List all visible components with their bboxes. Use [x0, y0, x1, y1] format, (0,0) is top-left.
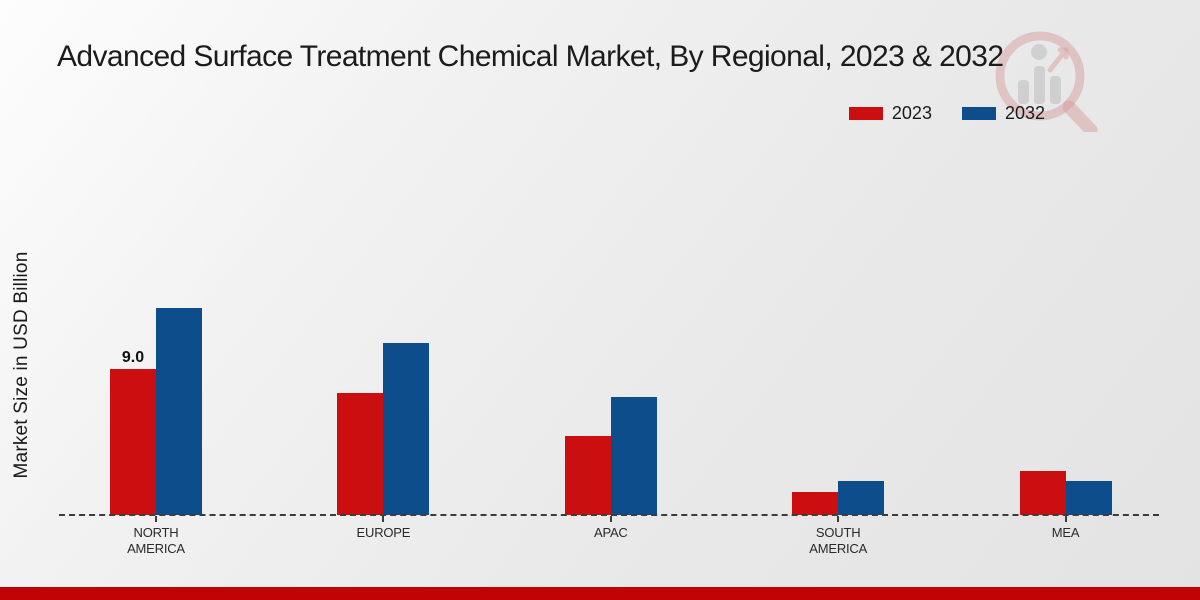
- magnifier-bar-chart-logo-icon: [995, 31, 1098, 132]
- bar-2032-north-america: [156, 308, 202, 515]
- bar-2023-south-america: [792, 492, 839, 515]
- bar-2032-mea: [1065, 481, 1112, 515]
- bar-2023-north-america: [110, 369, 156, 515]
- category-label-europe: EUROPE: [356, 525, 411, 540]
- bar-2032-europe: [383, 343, 430, 515]
- bar-2023-mea: [1019, 471, 1066, 515]
- bar-2023-europe: [337, 393, 384, 515]
- x-axis-tick-north-america: [155, 516, 157, 522]
- data-label-2023-0: 9.0: [121, 349, 145, 367]
- bar-2032-south-america: [838, 481, 885, 515]
- x-axis-baseline: [59, 514, 1159, 516]
- legend-label-2023: 2023: [891, 103, 932, 123]
- legend: 2023 2032: [848, 103, 1045, 124]
- x-axis-tick-europe: [382, 516, 385, 522]
- x-axis-tick-apac: [609, 516, 612, 522]
- x-axis-tick-south-america: [837, 516, 840, 522]
- legend-swatch-2023: [848, 107, 883, 120]
- footer-accent-strip: [0, 587, 1200, 600]
- legend-item-2023: 2023: [848, 103, 932, 124]
- category-label-mea: MEA: [1051, 525, 1080, 540]
- bar-2032-apac: [610, 397, 657, 515]
- category-label-south-america: SOUTH AMERICA: [809, 525, 868, 556]
- category-label-north-america: NORTH AMERICA: [127, 525, 185, 556]
- category-label-apac: APAC: [593, 525, 628, 540]
- legend-item-2032: 2032: [961, 103, 1045, 124]
- bar-2023-apac: [564, 436, 611, 515]
- x-axis-tick-mea: [1064, 516, 1067, 522]
- legend-swatch-2032: [961, 107, 996, 120]
- chart-title: Advanced Surface Treatment Chemical Mark…: [57, 40, 1004, 73]
- legend-label-2032: 2032: [1004, 103, 1045, 123]
